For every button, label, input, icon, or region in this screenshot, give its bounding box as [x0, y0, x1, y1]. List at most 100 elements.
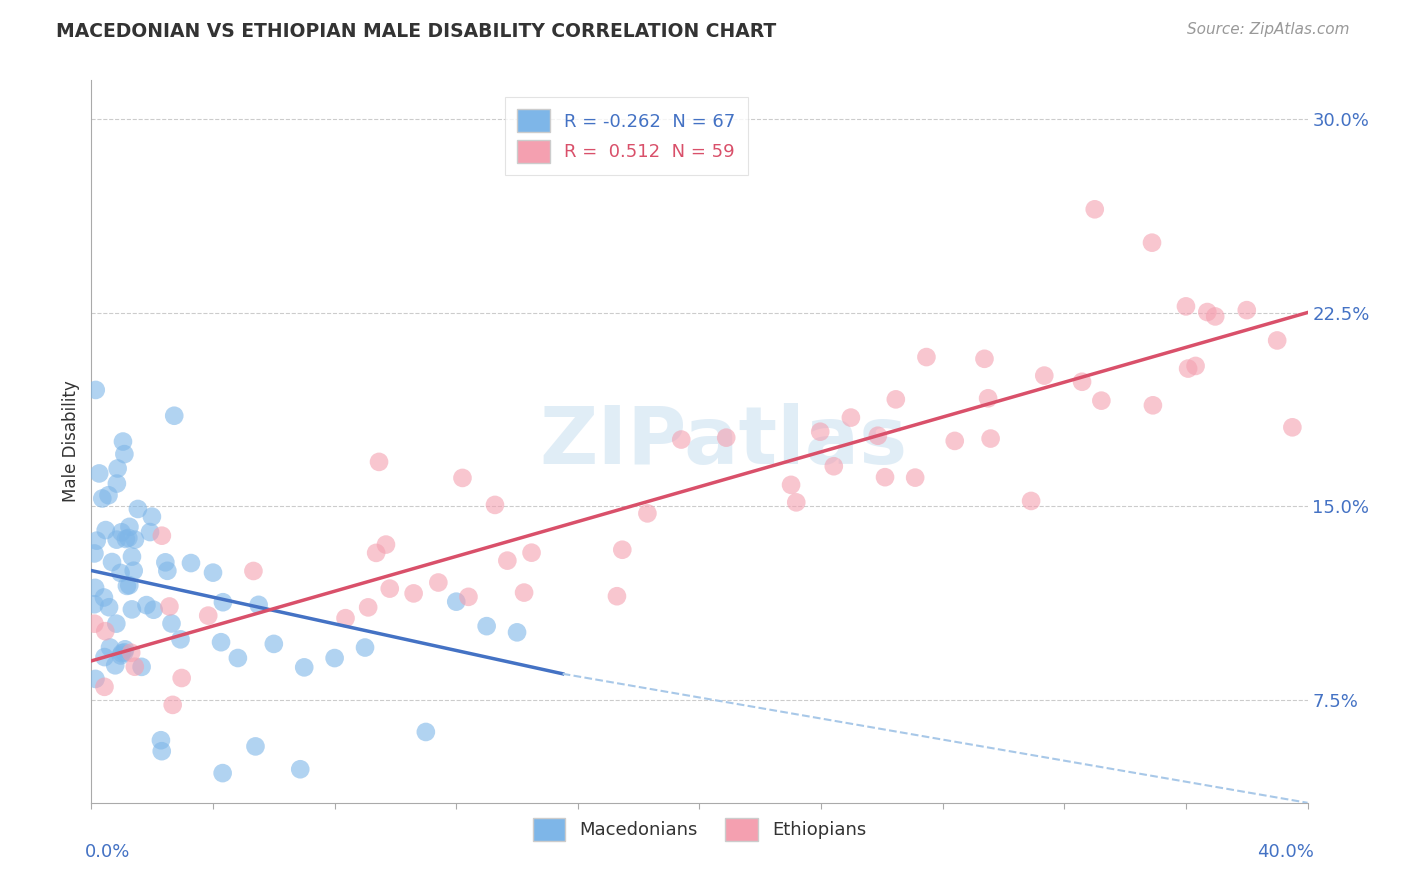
Point [1090, 393, 1112, 408]
Point [110, 566, 132, 580]
Point [292, 660, 315, 674]
Point [110, 648, 132, 663]
Point [915, 350, 938, 364]
Point [1265, 334, 1288, 348]
Point [105, 533, 128, 547]
Point [1084, 202, 1107, 217]
Point [127, 502, 149, 516]
Point [115, 579, 138, 593]
Point [823, 459, 845, 474]
Point [94, 523, 117, 537]
Point [520, 546, 543, 560]
Point [124, 533, 146, 547]
Point [1019, 494, 1042, 508]
Point [671, 433, 693, 447]
Point [884, 392, 907, 407]
Point [107, 461, 129, 475]
Point [149, 733, 172, 747]
Point [83, 546, 105, 560]
Point [84, 383, 107, 397]
Point [150, 744, 173, 758]
Point [121, 549, 143, 564]
Point [180, 556, 202, 570]
Point [122, 564, 145, 578]
Point [1142, 398, 1164, 412]
Point [484, 498, 506, 512]
Point [83, 597, 105, 611]
Point [290, 762, 312, 776]
Text: Source: ZipAtlas.com: Source: ZipAtlas.com [1187, 22, 1350, 37]
Point [101, 555, 124, 569]
Point [904, 470, 927, 484]
Point [1140, 235, 1163, 250]
Point [636, 507, 658, 521]
Point [93, 680, 115, 694]
Point [135, 598, 157, 612]
Point [612, 542, 634, 557]
Point [226, 651, 249, 665]
Point [606, 589, 628, 603]
Point [1177, 361, 1199, 376]
Text: ZIPatlas: ZIPatlas [540, 402, 908, 481]
Point [160, 616, 183, 631]
Point [169, 632, 191, 647]
Point [1184, 359, 1206, 373]
Text: 40.0%: 40.0% [1257, 843, 1313, 861]
Point [112, 447, 135, 461]
Text: MACEDONIAN VS ETHIOPIAN MALE DISABILITY CORRELATION CHART: MACEDONIAN VS ETHIOPIAN MALE DISABILITY … [56, 22, 776, 41]
Point [943, 434, 966, 448]
Legend: Macedonians, Ethiopians: Macedonians, Ethiopians [526, 810, 873, 848]
Point [94, 624, 117, 639]
Point [111, 646, 134, 660]
Point [1071, 375, 1094, 389]
Point [415, 725, 437, 739]
Point [114, 642, 136, 657]
Point [1197, 305, 1219, 319]
Point [98, 640, 121, 655]
Point [89, 467, 111, 481]
Point [159, 599, 181, 614]
Point [162, 698, 184, 712]
Point [375, 538, 398, 552]
Point [120, 646, 142, 660]
Point [139, 524, 162, 539]
Point [197, 608, 219, 623]
Point [716, 431, 738, 445]
Point [457, 590, 479, 604]
Point [104, 658, 127, 673]
Point [980, 432, 1002, 446]
Point [785, 495, 807, 509]
Text: 0.0%: 0.0% [86, 843, 131, 861]
Point [873, 470, 896, 484]
Point [357, 600, 380, 615]
Point [366, 546, 388, 560]
Point [111, 434, 134, 449]
Point [212, 595, 235, 609]
Point [247, 598, 270, 612]
Point [1236, 303, 1258, 318]
Point [84, 672, 107, 686]
Point [118, 578, 141, 592]
Point [121, 602, 143, 616]
Point [202, 566, 225, 580]
Point [115, 532, 138, 546]
Point [451, 471, 474, 485]
Point [506, 625, 529, 640]
Point [1281, 420, 1303, 434]
Point [402, 586, 425, 600]
Point [427, 575, 450, 590]
Point [209, 635, 232, 649]
Point [211, 766, 233, 780]
Point [142, 603, 165, 617]
Point [124, 659, 146, 673]
Point [866, 429, 889, 443]
Point [513, 585, 536, 599]
Point [156, 564, 179, 578]
Point [977, 392, 1000, 406]
Point [368, 455, 391, 469]
Point [98, 600, 121, 615]
Point [97, 488, 120, 502]
Point [335, 611, 357, 625]
Y-axis label: Male Disability: Male Disability [62, 381, 80, 502]
Point [93, 591, 115, 605]
